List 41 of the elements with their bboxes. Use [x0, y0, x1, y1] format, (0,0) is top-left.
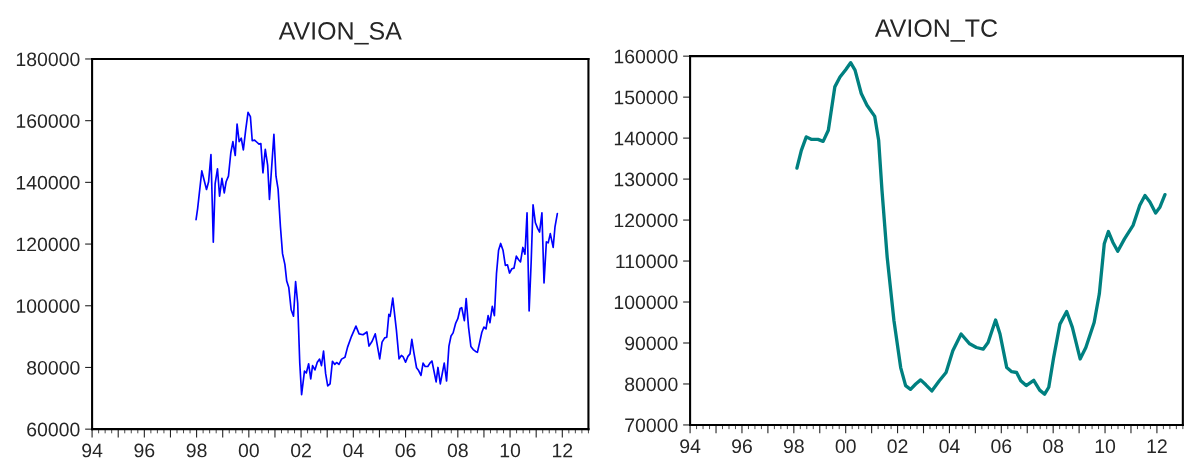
line-series — [195, 111, 559, 396]
y-tick-label: 120000 — [16, 237, 80, 252]
x-tick-label: 06 — [991, 439, 1012, 454]
x-tick-label: 10 — [1095, 439, 1116, 454]
y-tick-label: 80000 — [27, 360, 80, 375]
x-tick-label: 98 — [783, 439, 804, 454]
x-tick-label: 94 — [680, 439, 701, 454]
y-tick-label: 60000 — [27, 422, 80, 437]
x-tick-label: 94 — [82, 443, 103, 458]
x-tick-label: 04 — [343, 443, 364, 458]
x-tick-label: 08 — [1043, 439, 1064, 454]
x-tick-label: 00 — [238, 443, 259, 458]
x-tick-label: 12 — [1147, 439, 1167, 453]
y-tick-label: 70000 — [625, 418, 678, 433]
y-tick-label: 160000 — [16, 114, 80, 128]
line-series — [795, 61, 1167, 396]
y-tick-label: 100000 — [16, 299, 80, 313]
y-tick-label: 140000 — [16, 175, 80, 190]
x-tick-label: 08 — [447, 443, 468, 458]
x-tick-label: 02 — [887, 439, 908, 454]
y-tick-label: 160000 — [614, 49, 678, 64]
y-tick-label: 80000 — [625, 377, 678, 392]
x-tick-label: 96 — [732, 439, 752, 454]
y-tick-label: 140000 — [614, 131, 678, 146]
x-tick-label: 00 — [835, 439, 856, 454]
y-tick-label: 90000 — [625, 336, 678, 351]
x-tick-label: 06 — [395, 443, 416, 458]
x-tick-label: 10 — [500, 443, 521, 458]
x-tick-label: 98 — [186, 443, 207, 458]
x-tick-label: 02 — [291, 443, 311, 458]
y-tick-label: 180000 — [16, 52, 80, 67]
y-tick-label: 110000 — [616, 254, 678, 269]
y-tick-label: 130000 — [614, 172, 678, 187]
y-tick-label: 150000 — [614, 90, 678, 105]
y-tick-label: 100000 — [614, 295, 678, 310]
x-tick-label: 96 — [134, 443, 155, 458]
chart-title: AVION_TC — [874, 19, 998, 42]
x-tick-label: 12 — [552, 443, 573, 458]
x-tick-label: 04 — [939, 439, 960, 454]
y-tick-label: 120000 — [614, 213, 678, 228]
chart-title: AVION_SA — [278, 22, 402, 45]
